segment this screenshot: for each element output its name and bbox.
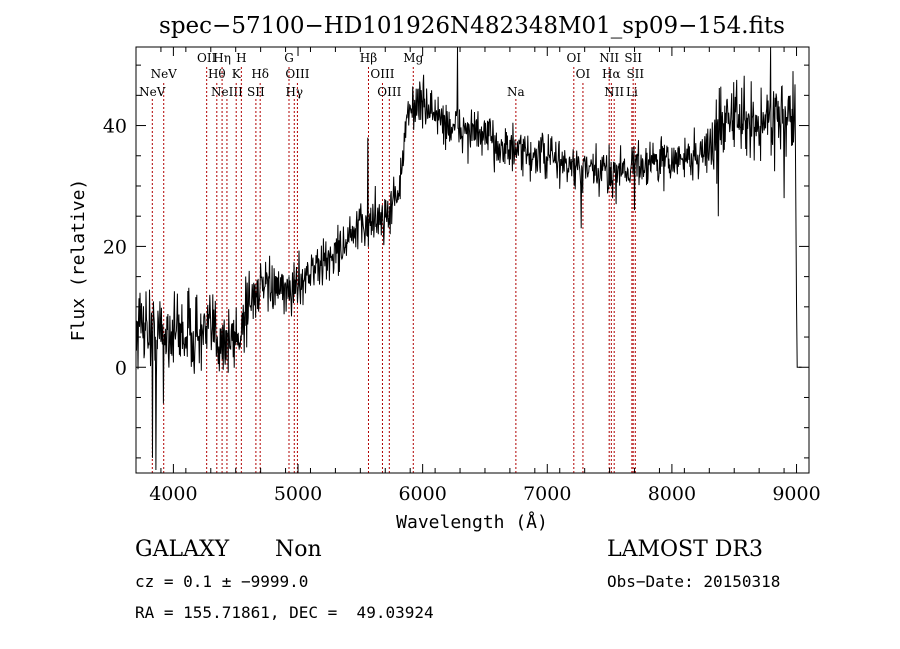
x-tick-label: 9000 (772, 483, 820, 505)
y-axis-label: Flux (relative) (68, 179, 89, 342)
survey-name: LAMOST DR3 (607, 537, 763, 562)
axes: 4000 5000 6000 7000 8000 9000 0 20 40 (103, 47, 821, 505)
emission-line-label: OIII (377, 85, 401, 99)
emission-line-label: SII (247, 85, 265, 99)
coordinates-readout: RA = 155.71861, DEC = 49.03924 (135, 603, 434, 622)
emission-line-label: Hδ (251, 67, 269, 81)
y-tick-label: 40 (103, 116, 127, 138)
emission-line-label: OIII (285, 67, 309, 81)
emission-line-label: OIII (370, 67, 394, 81)
emission-line-markers: NeV NeV OII Hθ Hη NeIII KH Hδ SII G OIII Hγ Hβ OIII OI… (139, 51, 644, 473)
emission-line-label: G (284, 51, 294, 65)
spectrum-line (135, 46, 802, 471)
emission-line-label: NeV (151, 67, 178, 81)
y-tick-label: 0 (115, 357, 127, 379)
plot-frame (135, 46, 810, 474)
emission-line-label: NeIII (211, 85, 243, 99)
object-class: GALAXY (135, 537, 230, 562)
emission-line-label: Hη (213, 51, 231, 65)
observation-date: Obs−Date: 20150318 (607, 572, 781, 591)
y-tick-label: 20 (103, 236, 127, 258)
x-tick-label: 7000 (523, 483, 571, 505)
emission-line-label: OI (576, 67, 591, 81)
emission-line-label: OI (567, 51, 582, 65)
emission-line-label: Hθ (208, 67, 226, 81)
x-tick-label: 6000 (398, 483, 446, 505)
spectrum-trace (135, 46, 802, 471)
emission-line-label: NII (604, 85, 624, 99)
emission-line-label: Na (507, 85, 525, 99)
object-subclass: Non (275, 537, 322, 562)
emission-line-label: K (232, 67, 242, 81)
emission-line-label: Li (626, 85, 638, 99)
emission-line-label: H (236, 51, 246, 65)
chart-title: spec−57100−HD101926N482348M01_sp09−154.f… (159, 13, 785, 39)
emission-line-label: Hα (602, 67, 621, 81)
emission-line-label: Hγ (285, 85, 303, 99)
emission-line-label: SII (624, 51, 642, 65)
x-axis-label: Wavelength (Å) (396, 511, 548, 533)
x-tick-label: 4000 (149, 483, 197, 505)
emission-line-label: NeV (139, 85, 166, 99)
emission-line-label: Hβ (360, 51, 377, 65)
emission-line-label: OII (197, 51, 217, 65)
emission-line-label: NII (599, 51, 619, 65)
redshift-readout: cz = 0.1 ± −9999.0 (135, 572, 309, 591)
emission-line-label: SII (626, 67, 644, 81)
emission-line-label: Mg (403, 51, 423, 65)
x-tick-label: 5000 (274, 483, 322, 505)
x-tick-label: 8000 (648, 483, 696, 505)
